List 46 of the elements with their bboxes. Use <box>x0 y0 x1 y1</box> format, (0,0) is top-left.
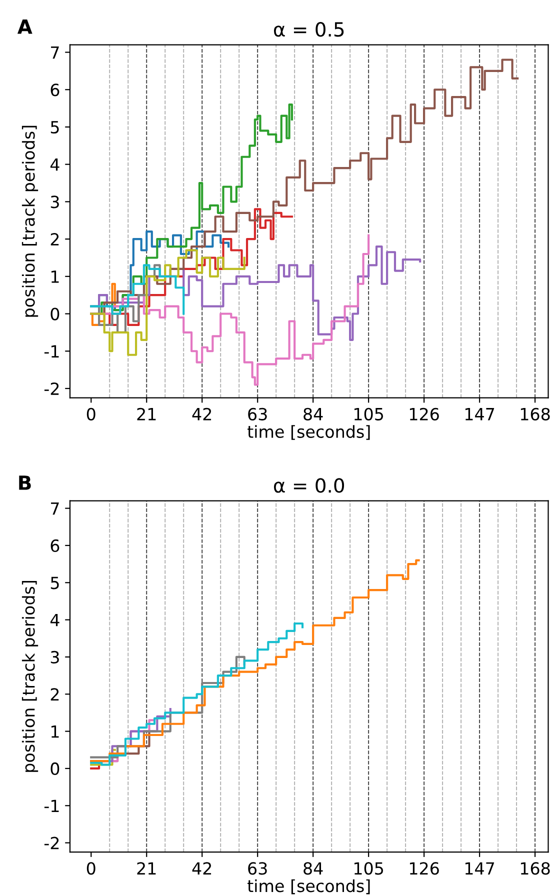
y-tick-label: 4 <box>50 614 60 626</box>
x-tick-label: 63 <box>248 408 267 420</box>
y-tick-label: 2 <box>50 688 59 700</box>
y-tick-label: -1 <box>44 345 59 358</box>
y-tick-label: 3 <box>50 650 59 664</box>
y-tick-label: -2 <box>44 836 59 850</box>
x-tick-label: 168 <box>520 408 550 420</box>
y-tick-label: 0 <box>50 308 60 320</box>
x-tick-label: 147 <box>465 408 494 420</box>
y-axis-title: position [track periods] <box>22 126 38 317</box>
x-tick-label: 147 <box>465 862 494 874</box>
y-tick-label: 5 <box>50 576 59 590</box>
x-tick-label: 84 <box>304 408 323 420</box>
y-tick-label: 7 <box>51 46 59 59</box>
x-tick-label: 168 <box>520 862 550 875</box>
chart-title: α = 0.0 <box>274 478 344 493</box>
x-tick-label: 21 <box>137 862 156 874</box>
y-tick-label: -2 <box>44 382 59 395</box>
x-tick-label: 0 <box>86 862 96 875</box>
text: A <box>17 20 32 34</box>
y-tick-label: 6 <box>50 84 60 96</box>
x-axis-title: time [seconds] <box>248 425 370 440</box>
y-tick-label: 6 <box>50 539 60 552</box>
y-tick-label: 1 <box>51 270 59 283</box>
x-tick-label: 42 <box>192 862 212 874</box>
x-axis-title: time [seconds] <box>248 879 370 894</box>
y-tick-label: 7 <box>51 502 59 515</box>
x-tick-label: 105 <box>354 408 384 420</box>
y-tick-label: 5 <box>50 121 59 134</box>
chart-title: α = 0.5 <box>274 22 344 37</box>
y-tick-label: 4 <box>50 158 60 171</box>
x-tick-label: 63 <box>248 862 267 875</box>
y-tick-label: 1 <box>51 725 59 738</box>
y-tick-label: 0 <box>50 762 60 776</box>
x-tick-label: 21 <box>137 408 156 420</box>
x-tick-label: 0 <box>86 408 96 420</box>
x-tick-label: 126 <box>410 862 439 875</box>
x-tick-label: 42 <box>192 408 212 420</box>
x-tick-label: 126 <box>410 408 439 420</box>
text: B <box>19 476 31 490</box>
x-tick-label: 105 <box>354 862 384 875</box>
x-tick-label: 84 <box>304 862 323 875</box>
y-tick-label: -1 <box>44 800 59 812</box>
y-tick-label: 3 <box>50 196 59 208</box>
y-axis-title: position [track periods] <box>22 581 38 772</box>
y-tick-label: 2 <box>50 233 59 246</box>
